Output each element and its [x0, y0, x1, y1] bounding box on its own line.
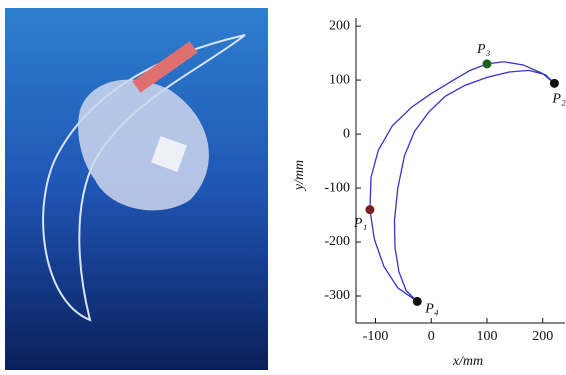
point-label: P₂ [551, 92, 566, 107]
point [482, 59, 491, 68]
x-tick-label: -100 [363, 329, 389, 344]
point-label: P₁ [353, 216, 367, 231]
point-label: P₄ [424, 302, 439, 317]
x-tick-label: 0 [428, 329, 435, 344]
y-tick-label: -200 [324, 234, 350, 249]
y-tick-label: -100 [324, 180, 350, 195]
x-axis-label: x/mm [452, 354, 483, 369]
x-tick-label: 200 [532, 329, 553, 344]
figure: x/mm y/mm -300 -200 -100 0 100 200 -100 0 100 200… [0, 0, 566, 370]
point [413, 297, 422, 306]
y-tick-label: 200 [329, 18, 350, 33]
y-tick-label: -300 [324, 288, 350, 303]
y-axis-label: y/mm [292, 160, 307, 192]
y-tick-label: 100 [329, 72, 350, 87]
point [365, 205, 374, 214]
y-tick-label: 0 [343, 126, 350, 141]
point-label: P₃ [476, 42, 491, 57]
point [550, 79, 559, 88]
trajectory [370, 62, 554, 302]
photo [5, 8, 268, 370]
x-tick-label: 100 [476, 329, 497, 344]
